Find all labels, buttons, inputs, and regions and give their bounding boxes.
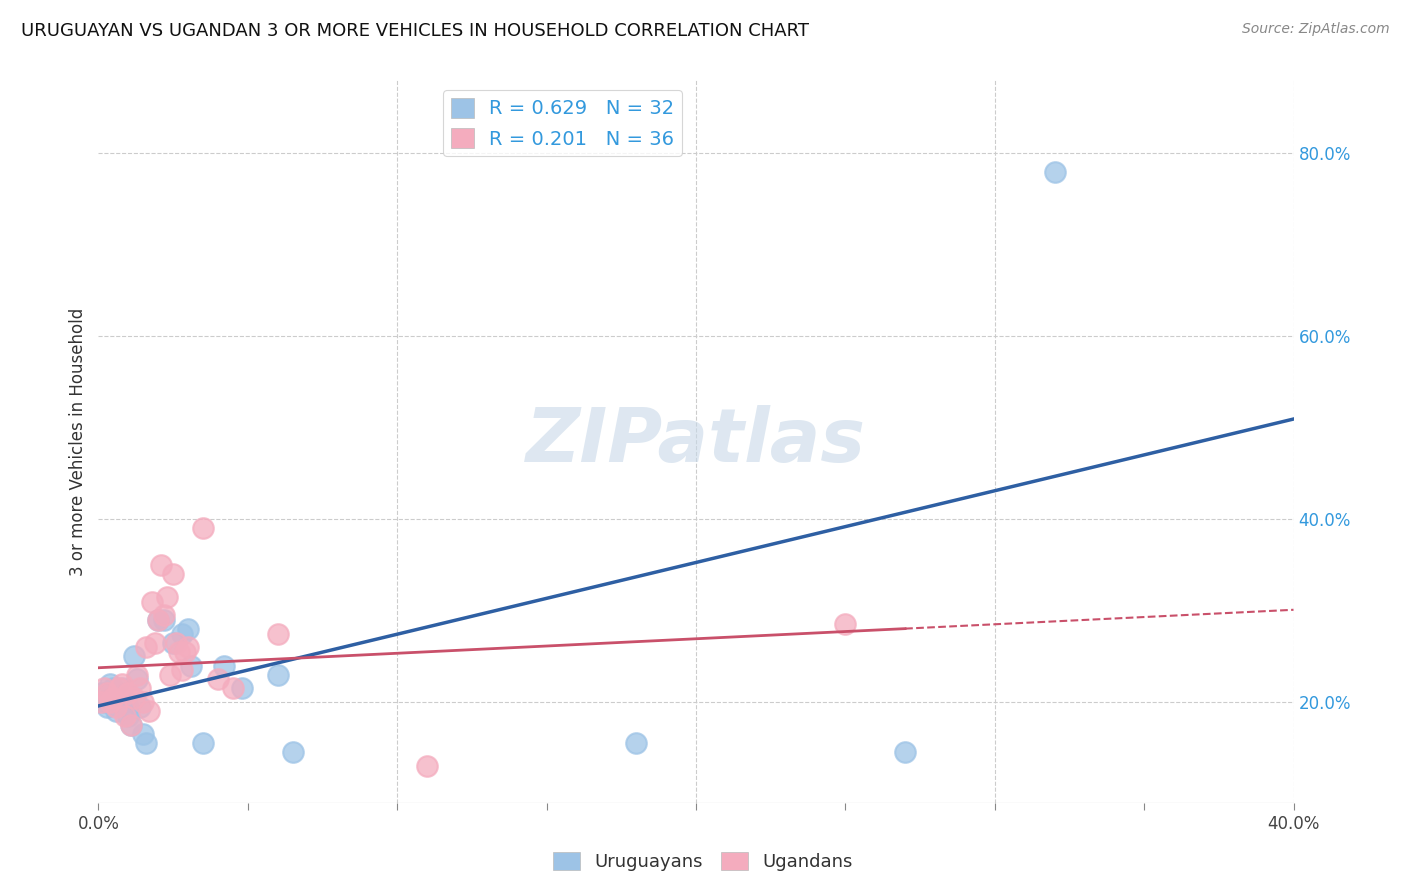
Point <box>267 626 290 640</box>
Point <box>222 681 245 696</box>
Point <box>105 699 128 714</box>
Point <box>135 640 157 655</box>
Point <box>162 567 184 582</box>
Point <box>231 681 253 696</box>
Point <box>93 681 115 696</box>
Point <box>156 590 179 604</box>
Point <box>117 709 139 723</box>
Point <box>281 746 304 760</box>
Point <box>834 617 856 632</box>
Point <box>148 613 170 627</box>
Point <box>207 673 229 687</box>
Point <box>108 686 131 700</box>
Point <box>114 695 136 709</box>
Point <box>141 594 163 608</box>
Point <box>103 690 125 705</box>
Point <box>127 673 149 687</box>
Point <box>135 736 157 750</box>
Point <box>93 695 115 709</box>
Point <box>153 613 176 627</box>
Point <box>132 695 155 709</box>
Point <box>96 686 118 700</box>
Point <box>177 640 200 655</box>
Point <box>165 636 187 650</box>
Legend: Uruguayans, Ugandans: Uruguayans, Ugandans <box>546 845 860 879</box>
Point <box>129 699 152 714</box>
Point <box>111 681 134 696</box>
Point <box>103 690 125 705</box>
Point <box>105 704 128 718</box>
Point <box>143 636 166 650</box>
Point <box>191 521 214 535</box>
Point <box>1043 165 1066 179</box>
Point <box>120 718 142 732</box>
Point <box>124 690 146 705</box>
Point <box>117 699 139 714</box>
Point <box>111 677 134 691</box>
Point <box>90 695 112 709</box>
Text: ZIPatlas: ZIPatlas <box>526 405 866 478</box>
Point <box>626 736 648 750</box>
Point <box>167 645 190 659</box>
Point <box>103 681 125 696</box>
Y-axis label: 3 or more Vehicles in Household: 3 or more Vehicles in Household <box>69 308 87 575</box>
Text: URUGUAYAN VS UGANDAN 3 OR MORE VEHICLES IN HOUSEHOLD CORRELATION CHART: URUGUAYAN VS UGANDAN 3 OR MORE VEHICLES … <box>21 22 808 40</box>
Point <box>138 704 160 718</box>
Legend: R = 0.629   N = 32, R = 0.201   N = 36: R = 0.629 N = 32, R = 0.201 N = 36 <box>443 90 682 156</box>
Point <box>124 649 146 664</box>
Point <box>172 626 194 640</box>
Point <box>416 759 439 773</box>
Point <box>150 558 173 572</box>
Point <box>153 608 176 623</box>
Point <box>129 681 152 696</box>
Point <box>120 718 142 732</box>
Text: Source: ZipAtlas.com: Source: ZipAtlas.com <box>1241 22 1389 37</box>
Point <box>117 686 139 700</box>
Point <box>159 667 181 681</box>
Point <box>174 645 197 659</box>
Point <box>98 677 122 691</box>
Point <box>90 686 112 700</box>
Point <box>212 658 235 673</box>
Point <box>191 736 214 750</box>
Point <box>98 695 122 709</box>
Point <box>96 699 118 714</box>
Point <box>172 663 194 677</box>
Point <box>267 667 290 681</box>
Point <box>177 622 200 636</box>
Point <box>114 709 136 723</box>
Point <box>894 746 917 760</box>
Point <box>108 681 131 696</box>
Point <box>132 727 155 741</box>
Point <box>180 658 202 673</box>
Point <box>127 667 149 681</box>
Point <box>148 613 170 627</box>
Point <box>162 636 184 650</box>
